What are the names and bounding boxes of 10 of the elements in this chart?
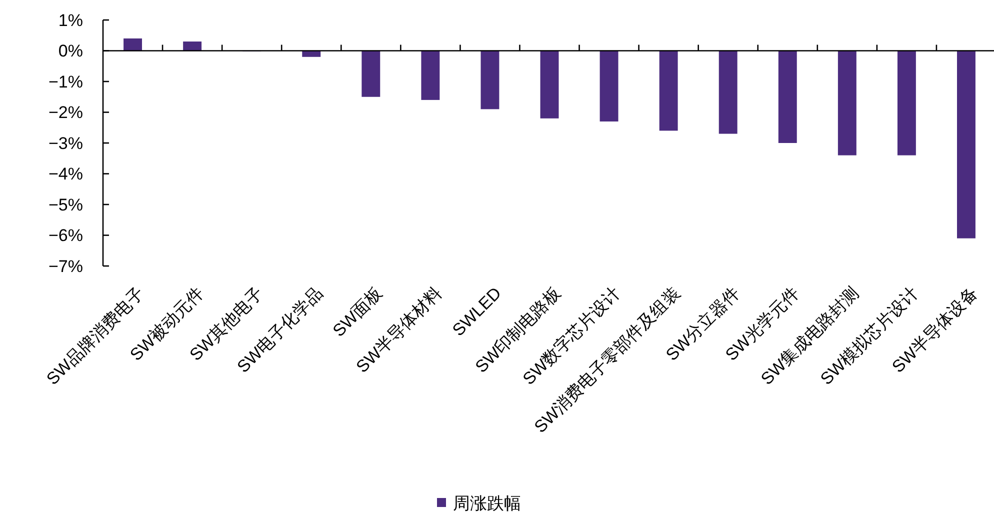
y-tick-label: 1% (58, 10, 83, 30)
y-tick-label: −3% (48, 134, 83, 153)
y-tick-label: −7% (48, 256, 83, 276)
y-tick-label: −4% (48, 164, 83, 184)
y-tick-label: −2% (48, 103, 83, 122)
y-tick-label: 0% (58, 42, 83, 61)
legend-label: 周涨跌幅 (453, 494, 521, 513)
y-tick-label: −5% (48, 195, 83, 214)
y-tick-label: −6% (48, 226, 83, 246)
y-tick-label: −1% (48, 72, 83, 92)
